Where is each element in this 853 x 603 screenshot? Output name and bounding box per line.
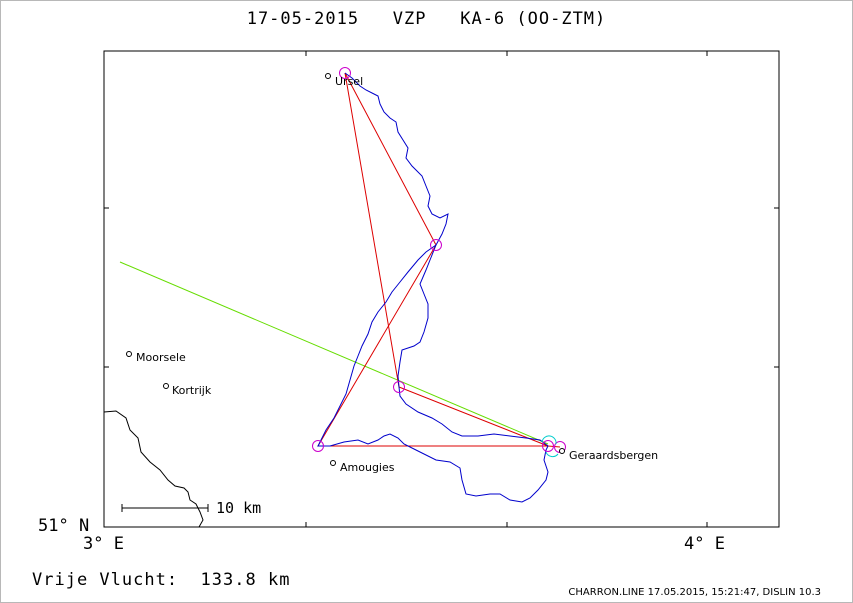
border-line <box>103 410 204 528</box>
turnpoint-3 <box>393 381 405 393</box>
map-title: 17-05-2015 VZP KA-6 (OO-ZTM) <box>0 9 853 29</box>
place-marker-amougies <box>330 460 336 466</box>
title-aircraft: KA-6 (OO-ZTM) <box>460 9 607 29</box>
turnpoints <box>312 67 566 453</box>
title-club: VZP <box>392 9 427 29</box>
place-marker-kortrijk <box>163 383 169 389</box>
place-marker-geraardsbergen <box>559 448 565 454</box>
turnpoint-2 <box>430 239 442 251</box>
scale-label: 10 km <box>216 499 262 517</box>
place-label-ursel: Ursel <box>335 75 363 88</box>
axis-ticks <box>104 51 779 527</box>
frame-top <box>0 0 853 1</box>
task-line-a <box>344 72 549 447</box>
credit-line: CHARRON.LINE 17.05.2015, 15:21:47, DISLI… <box>568 587 821 598</box>
place-markers <box>126 73 565 466</box>
lon-left-label: 3° E <box>83 534 124 554</box>
distance-label: Vrije Vlucht: <box>32 570 179 590</box>
place-marker-ursel <box>325 73 331 79</box>
title-date: 17-05-2015 <box>246 9 360 29</box>
start-arc-top <box>541 435 557 445</box>
place-label-amougies: Amougies <box>340 461 395 474</box>
frame-left <box>0 0 1 603</box>
turnpoint-4 <box>312 440 324 452</box>
turnpoint-ursel <box>339 67 351 79</box>
wind-line <box>119 261 549 445</box>
lon-right-label: 4° E <box>684 534 725 554</box>
lat-label: 51° N <box>38 516 90 536</box>
scale-bar <box>121 504 209 512</box>
turnpoint-5 <box>542 440 554 452</box>
start-arc-bottom <box>545 451 559 458</box>
task-lines <box>317 72 561 448</box>
place-label-kortrijk: Kortrijk <box>172 384 212 397</box>
distance-footer: Vrije Vlucht: 133.8 km <box>32 570 290 590</box>
plot-frame <box>103 50 780 528</box>
place-label-geraardsbergen: Geraardsbergen <box>569 449 658 462</box>
distance-value: 133.8 km <box>200 570 291 590</box>
place-marker-moorsele <box>126 351 132 357</box>
place-label-moorsele: Moorsele <box>136 351 186 364</box>
flight-track <box>317 72 549 503</box>
